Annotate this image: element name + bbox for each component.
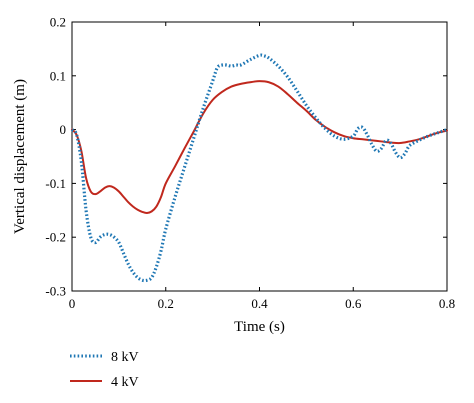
x-tick-label: 0.2 (158, 296, 174, 311)
y-tick-label: -0.3 (45, 284, 66, 299)
y-tick-label: -0.2 (45, 230, 66, 245)
series-line-4kv (71, 80, 448, 214)
series-line-8kv (70, 53, 448, 283)
y-tick-label: -0.1 (45, 176, 66, 191)
y-tick-label: 0.2 (50, 15, 66, 30)
legend-label-8kv: 8 kV (111, 350, 139, 365)
y-axis-title: Vertical displacement (m) (12, 79, 28, 234)
x-tick-label: 0.4 (251, 296, 268, 311)
legend: 8 kV 4 kV (70, 350, 139, 390)
x-tick-label: 0.8 (439, 296, 455, 311)
x-tick-label: 0 (69, 296, 76, 311)
y-tick-label: 0 (60, 122, 67, 137)
axis-ticks (71, 21, 448, 292)
series-layer (70, 53, 448, 283)
y-tick-label: 0.1 (50, 68, 66, 83)
axis-tick-labels: 0 0.2 0.4 0.6 0.8 -0.3 -0.2 -0.1 0 0.1 0.2 (45, 15, 455, 312)
legend-label-4kv: 4 kV (111, 375, 139, 390)
x-tick-label: 0.6 (345, 296, 362, 311)
x-axis-title: Time (s) (234, 319, 285, 335)
plot-frame (71, 21, 448, 292)
